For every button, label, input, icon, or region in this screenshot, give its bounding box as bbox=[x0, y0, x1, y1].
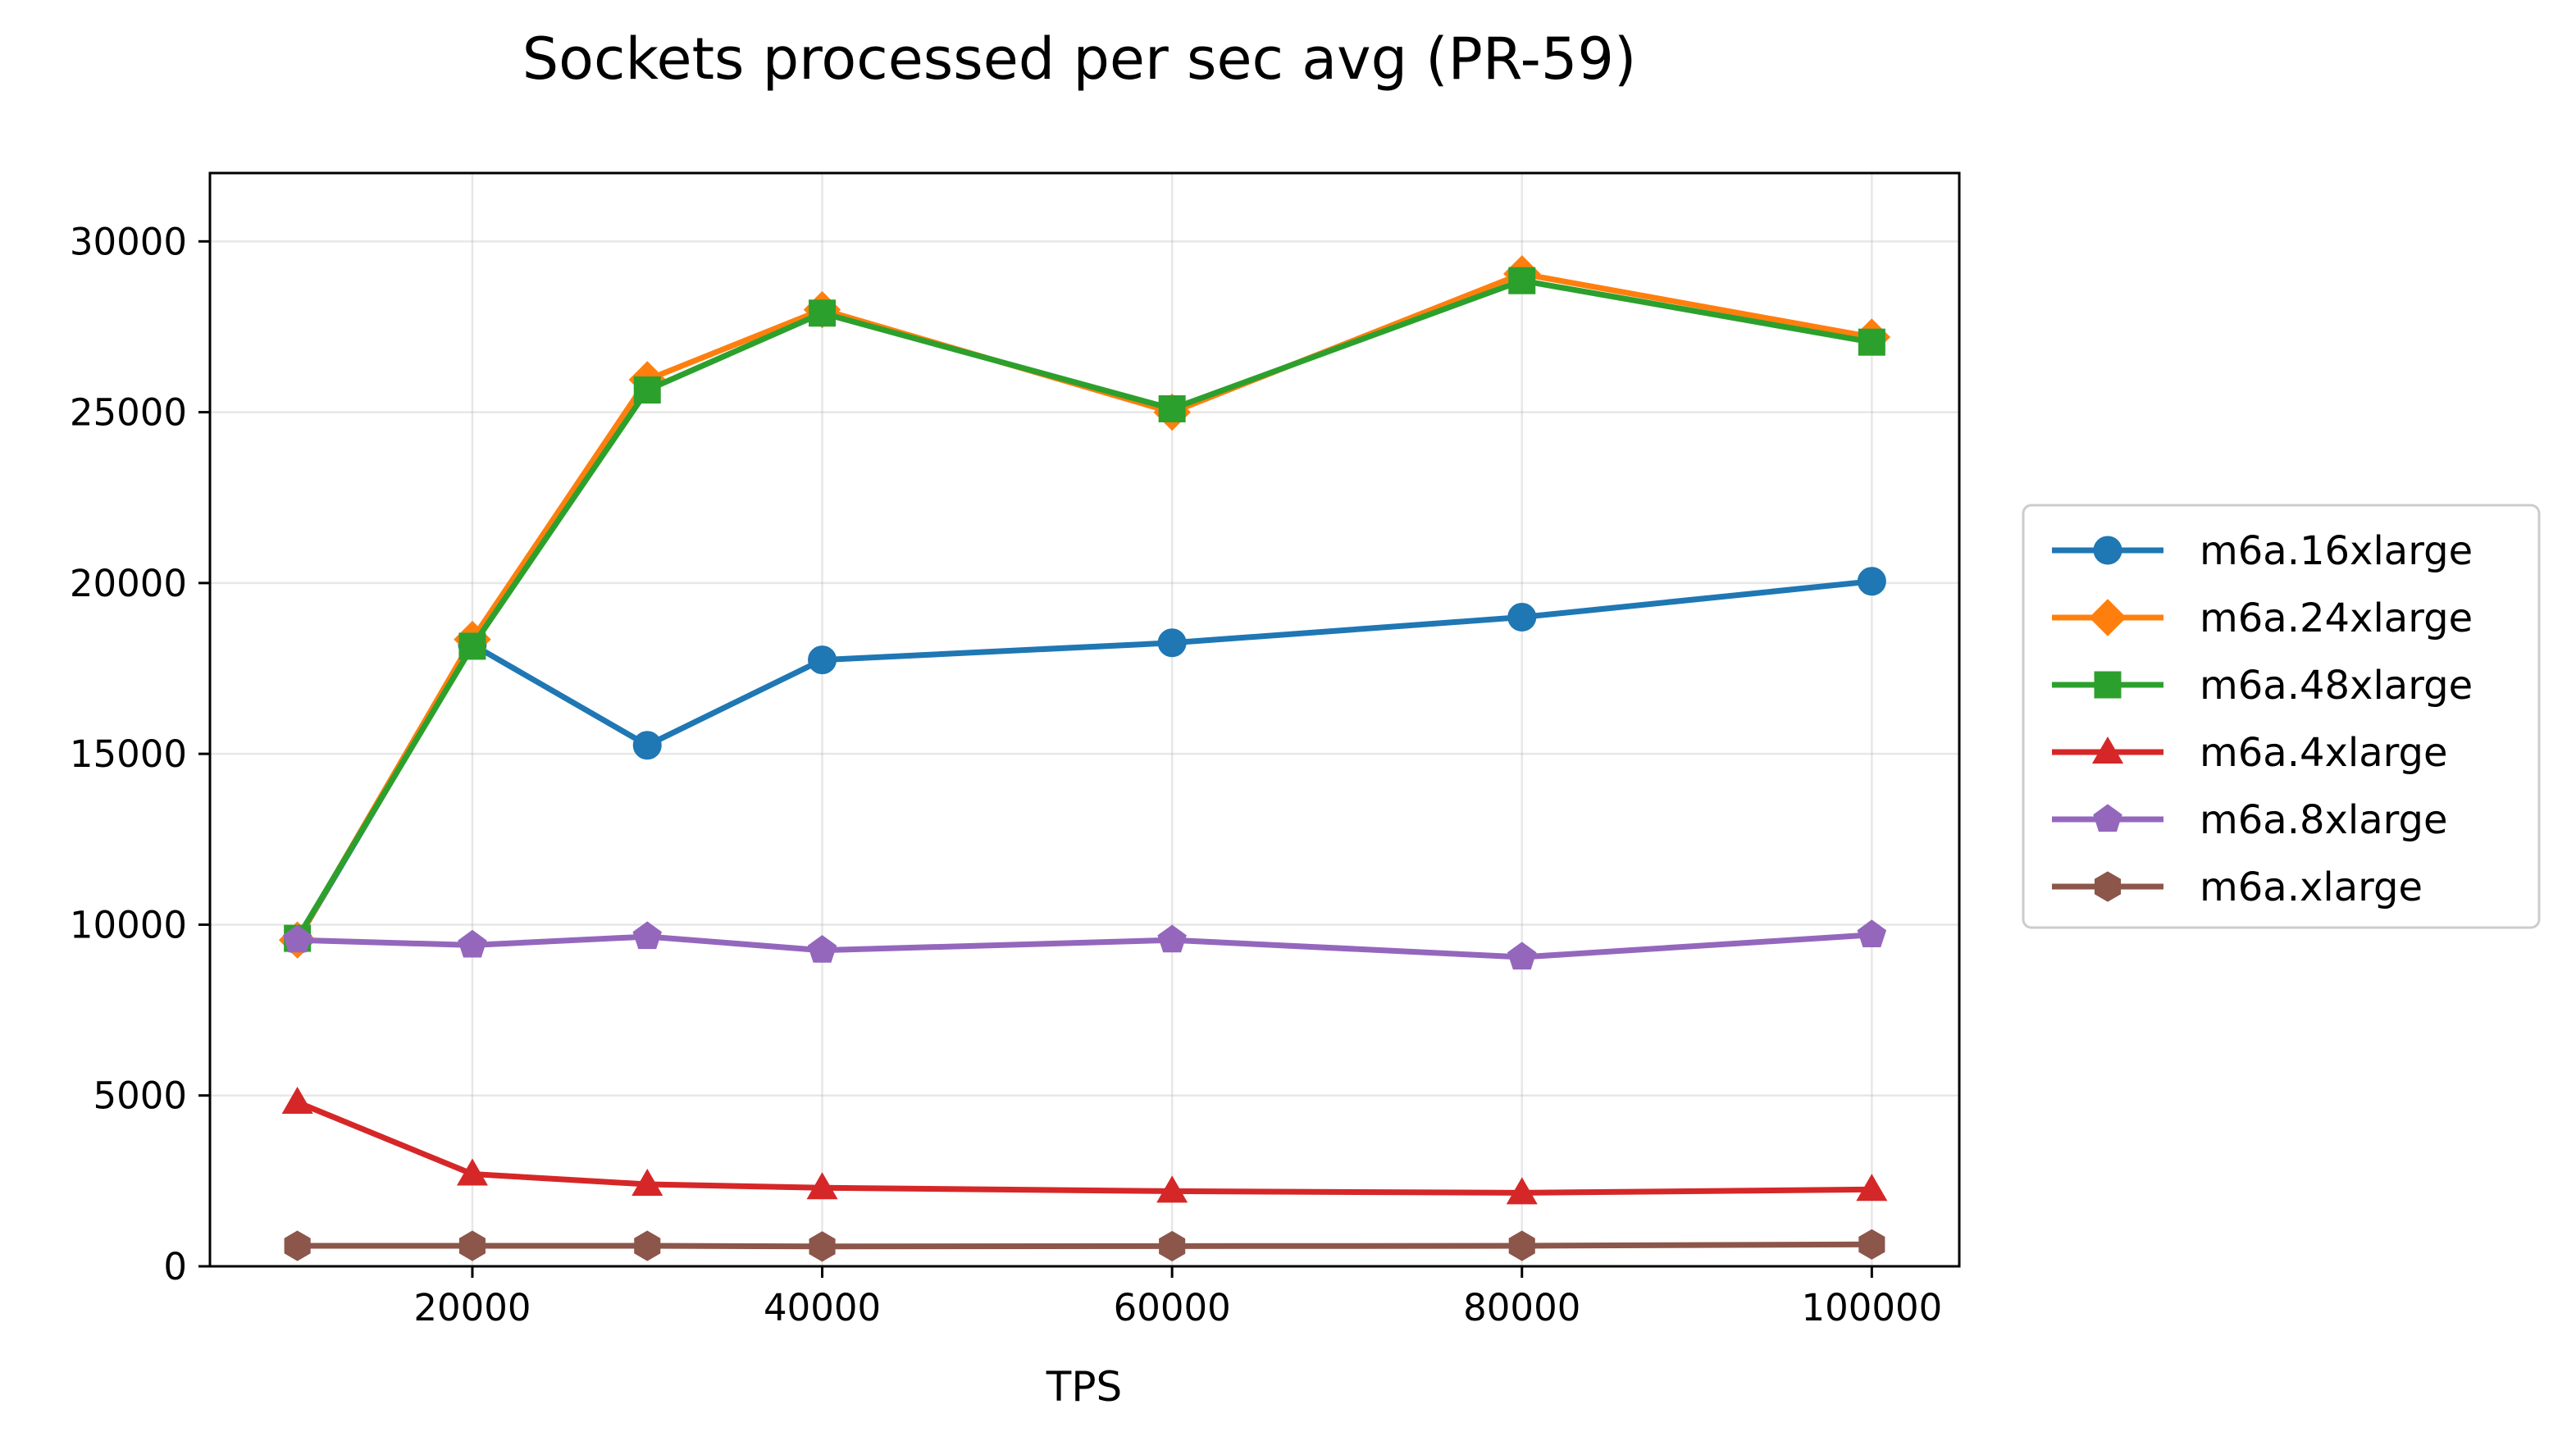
y-axis-ticks: 0 5000 10000 15000 20000 25000 30000 bbox=[70, 220, 210, 1288]
y-tick-label: 10000 bbox=[70, 903, 187, 946]
data-point bbox=[1856, 1174, 1888, 1202]
legend-label: m6a.xlarge bbox=[2200, 864, 2423, 910]
data-point bbox=[1857, 567, 1886, 596]
series-layer bbox=[278, 255, 1891, 1262]
y-tick-label: 30000 bbox=[70, 220, 187, 263]
legend-entry: m6a.16xlarge bbox=[2052, 528, 2473, 574]
legend-marker bbox=[2094, 671, 2122, 699]
data-point bbox=[1158, 394, 1186, 422]
data-point bbox=[1857, 919, 1887, 947]
y-tick-label: 25000 bbox=[70, 391, 187, 435]
data-point bbox=[809, 1231, 836, 1262]
series-m6a.xlarge bbox=[284, 1229, 1885, 1262]
data-point bbox=[1157, 628, 1187, 658]
legend-entry: m6a.8xlarge bbox=[2052, 797, 2448, 843]
data-point bbox=[806, 1172, 838, 1200]
legend-entry: m6a.48xlarge bbox=[2052, 663, 2473, 709]
data-point bbox=[631, 1168, 663, 1196]
legend-entry: m6a.xlarge bbox=[2052, 864, 2423, 910]
data-point bbox=[1508, 267, 1536, 294]
series-m6a.8xlarge bbox=[282, 919, 1887, 970]
plot-frame bbox=[208, 171, 1961, 1268]
x-tick-label: 80000 bbox=[1463, 1286, 1580, 1329]
x-tick-label: 100000 bbox=[1801, 1286, 1942, 1329]
data-point bbox=[1858, 328, 1885, 356]
legend-label: m6a.4xlarge bbox=[2200, 730, 2448, 776]
legend-marker bbox=[2089, 599, 2127, 636]
data-point bbox=[458, 632, 486, 660]
y-tick-label: 5000 bbox=[93, 1074, 187, 1118]
x-tick-label: 60000 bbox=[1114, 1286, 1231, 1329]
data-point bbox=[281, 1086, 313, 1114]
legend: m6a.16xlarge m6a.24xlarge m6a.48xlarge m6a.… bbox=[2022, 504, 2541, 929]
data-point bbox=[634, 1230, 661, 1261]
legend-label: m6a.48xlarge bbox=[2200, 663, 2473, 709]
data-point bbox=[632, 731, 662, 760]
y-tick-label: 15000 bbox=[70, 732, 187, 776]
y-tick-label: 0 bbox=[163, 1245, 187, 1288]
chart-title: Sockets processed per sec avg (PR-59) bbox=[522, 25, 1637, 93]
data-point bbox=[1508, 1230, 1535, 1261]
x-axis-label: TPS bbox=[1046, 1363, 1122, 1411]
x-tick-label: 20000 bbox=[413, 1286, 531, 1329]
data-point bbox=[458, 929, 487, 958]
x-tick-label: 40000 bbox=[764, 1286, 881, 1329]
legend-marker bbox=[2093, 536, 2122, 565]
legend-entry: m6a.4xlarge bbox=[2052, 730, 2448, 776]
data-point bbox=[1507, 603, 1537, 632]
data-point bbox=[1858, 1229, 1885, 1260]
legend-marker bbox=[2091, 736, 2124, 764]
data-point bbox=[284, 1230, 311, 1261]
data-point bbox=[632, 921, 662, 950]
data-point bbox=[458, 1230, 486, 1261]
legend-label: m6a.24xlarge bbox=[2200, 595, 2473, 641]
data-point bbox=[1156, 1175, 1188, 1203]
legend-entry: m6a.24xlarge bbox=[2052, 595, 2473, 641]
data-point bbox=[282, 924, 312, 953]
data-point bbox=[456, 1158, 488, 1186]
data-point bbox=[808, 645, 837, 675]
data-point bbox=[1507, 942, 1537, 970]
data-point bbox=[1159, 1230, 1186, 1261]
data-point bbox=[809, 299, 837, 327]
series-m6a.4xlarge bbox=[281, 1086, 1888, 1205]
data-point bbox=[1157, 924, 1187, 953]
data-point bbox=[807, 935, 837, 963]
legend-marker bbox=[2093, 804, 2122, 832]
legend-marker bbox=[2094, 871, 2122, 902]
legend-label: m6a.8xlarge bbox=[2200, 797, 2448, 843]
data-point bbox=[633, 376, 661, 404]
x-axis-ticks: 20000 40000 60000 80000 100000 bbox=[413, 1266, 1942, 1329]
data-point bbox=[1506, 1177, 1538, 1205]
y-tick-label: 20000 bbox=[70, 562, 187, 605]
legend-label: m6a.16xlarge bbox=[2200, 528, 2473, 574]
series-line bbox=[294, 1241, 1875, 1250]
grid-lines bbox=[210, 173, 1959, 1268]
